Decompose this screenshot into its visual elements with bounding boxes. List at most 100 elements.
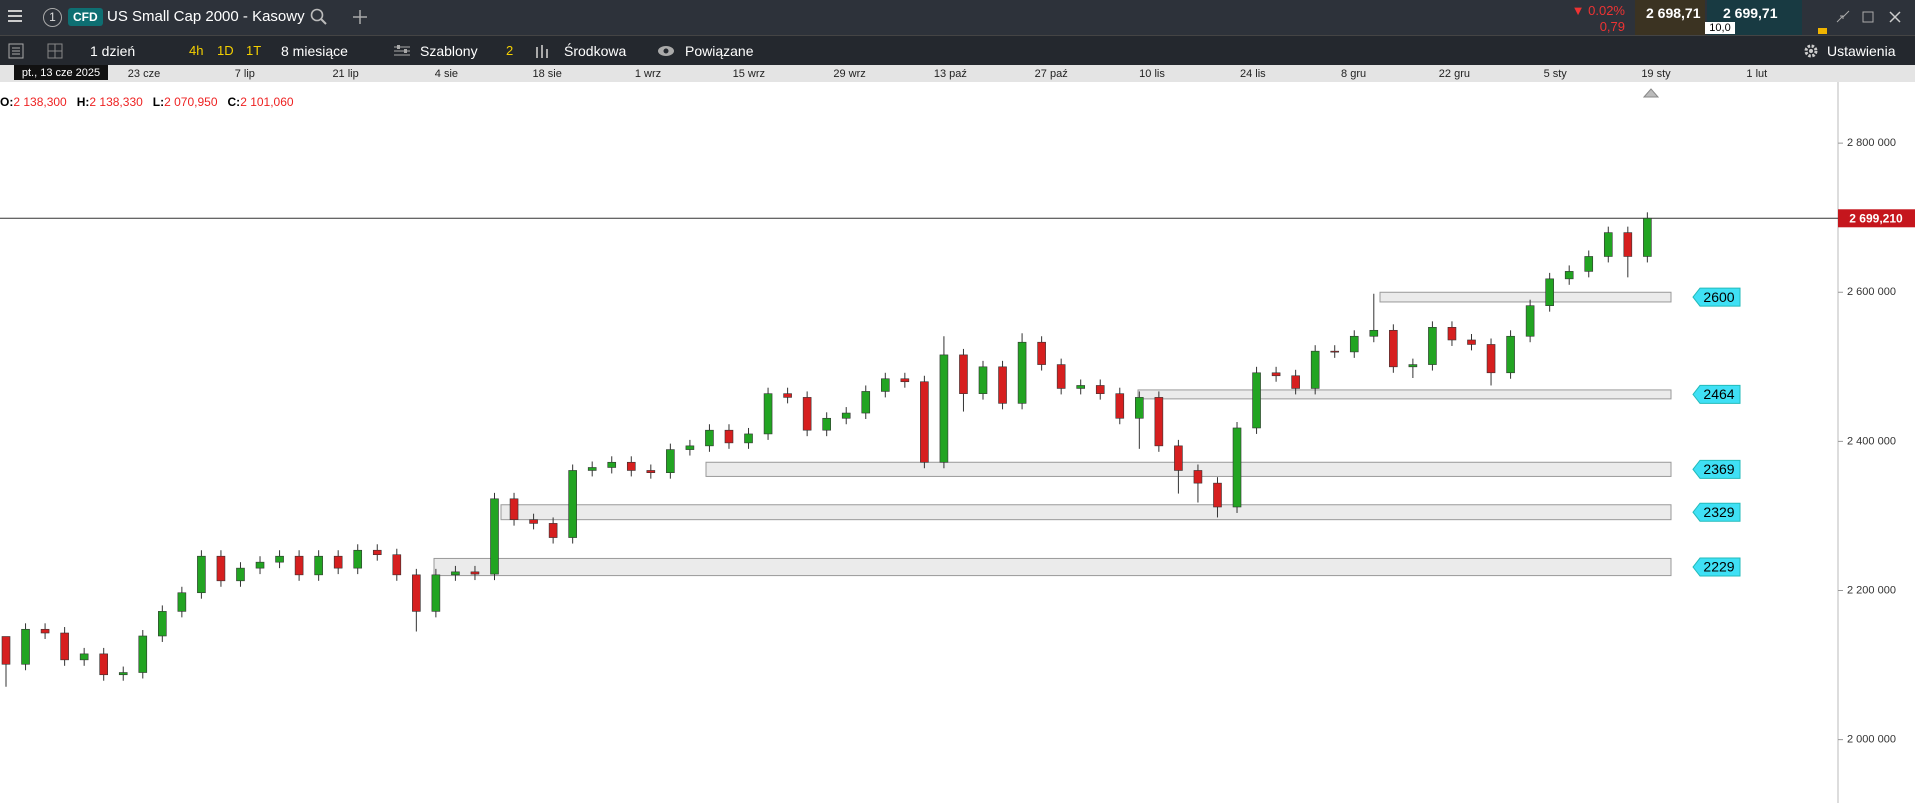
- period[interactable]: 1 dzień: [90, 43, 136, 59]
- candle-body: [40, 628, 50, 634]
- ohlc-key: O:: [0, 95, 14, 109]
- linked[interactable]: Powiązane: [685, 43, 754, 59]
- candle-body: [841, 412, 851, 419]
- candle-body: [861, 391, 871, 414]
- ohlc-key: L:: [152, 95, 165, 109]
- add-tab[interactable]: [352, 9, 368, 25]
- candle-body: [255, 561, 265, 569]
- layout-icon[interactable]: [47, 43, 63, 59]
- candle-body: [587, 467, 597, 471]
- interval[interactable]: 1D: [217, 43, 234, 58]
- zone-label-box: [1692, 557, 1741, 577]
- x-tick-label: 4 sie: [435, 68, 458, 80]
- y-tick-label: 2 000 000: [1847, 734, 1896, 746]
- candle-body: [1389, 329, 1398, 368]
- candle-body: [646, 470, 656, 473]
- layout-number[interactable]: 1: [43, 8, 62, 27]
- candle-body: [1310, 350, 1320, 389]
- candle-body: [1095, 385, 1105, 394]
- candle-body: [568, 470, 577, 538]
- zone: [433, 557, 1672, 577]
- settings[interactable]: Ustawienia: [1827, 43, 1896, 59]
- scroll-marker[interactable]: [1642, 88, 1660, 98]
- candle-body: [314, 555, 323, 576]
- bid-price[interactable]: 2 698,71: [1646, 5, 1701, 21]
- mode-icon[interactable]: [534, 43, 554, 59]
- candle-body: [978, 366, 988, 394]
- candle-body: [1115, 393, 1125, 419]
- y-tick-label: 2 800 000: [1847, 137, 1896, 149]
- instrument-title[interactable]: US Small Cap 2000 - Kasowy: [107, 8, 305, 25]
- candle-body: [1252, 372, 1261, 429]
- candle-body: [1643, 217, 1652, 257]
- ask-price[interactable]: 2 699,71: [1723, 5, 1778, 21]
- candle-body: [920, 381, 929, 463]
- candle-body: [490, 498, 499, 575]
- candle-body: [392, 554, 402, 576]
- spread: 10,0: [1705, 22, 1735, 34]
- ohlc-key: H:: [76, 95, 90, 109]
- templates[interactable]: Szablony: [420, 43, 478, 59]
- date-axis: [0, 65, 1915, 82]
- zone: [705, 461, 1672, 477]
- candle-body: [451, 571, 460, 576]
- zone-label-box: [1692, 502, 1741, 522]
- ohlc-value: 2 138,300: [13, 95, 67, 109]
- candle-body: [118, 672, 128, 676]
- candle-body: [802, 397, 812, 431]
- candle-body: [509, 498, 519, 520]
- x-tick-label: 19 sty: [1641, 68, 1671, 80]
- x-tick-label: 23 cze: [128, 68, 160, 80]
- candle-body: [880, 378, 890, 392]
- x-tick-label: 1 lut: [1746, 68, 1767, 80]
- interval[interactable]: 4h: [189, 43, 204, 58]
- zone-label: 2329: [1703, 504, 1734, 520]
- zone: [500, 504, 1672, 521]
- candle-body: [470, 571, 480, 575]
- candle-body: [783, 393, 792, 398]
- candle-body: [626, 461, 636, 471]
- candle-body: [216, 555, 226, 582]
- y-tick-label: 2 600 000: [1847, 286, 1896, 298]
- zone-label: 2229: [1703, 559, 1734, 575]
- candle-body: [79, 653, 89, 661]
- candle-body: [607, 461, 617, 468]
- candle-body: [1135, 397, 1144, 419]
- candle-body: [21, 628, 30, 665]
- settings-icon[interactable]: [1803, 43, 1819, 59]
- zone-label-box: [1692, 287, 1741, 307]
- x-tick-label: 8 gru: [1341, 68, 1366, 80]
- eye-icon[interactable]: [657, 44, 675, 58]
- candle-body: [372, 549, 382, 556]
- candle-body: [1193, 470, 1203, 484]
- search-icon[interactable]: [310, 8, 328, 26]
- candle-body: [177, 592, 187, 612]
- ohlc-key: C:: [227, 95, 241, 109]
- interval[interactable]: 1T: [246, 43, 262, 58]
- candle-body: [1408, 364, 1418, 368]
- zone: [1379, 291, 1672, 303]
- candle-body: [998, 366, 1007, 404]
- price-mode[interactable]: Środkowa: [564, 43, 627, 59]
- templates-icon[interactable]: [393, 44, 411, 58]
- range[interactable]: 8 miesiące: [281, 43, 348, 59]
- menu-icon[interactable]: [8, 10, 24, 24]
- candle-body: [744, 433, 753, 444]
- candle-body: [1467, 339, 1476, 345]
- zone-label: 2464: [1703, 386, 1734, 402]
- candle-body: [548, 523, 558, 538]
- bid-box[interactable]: [1635, 0, 1705, 35]
- window-controls[interactable]: [1835, 9, 1910, 25]
- candle-body: [705, 429, 714, 447]
- list-icon[interactable]: [8, 43, 24, 59]
- x-tick-label: 22 gru: [1439, 68, 1470, 80]
- x-tick-label: 5 sty: [1544, 68, 1568, 80]
- candle-body: [1076, 385, 1085, 389]
- candle-body: [275, 555, 284, 563]
- x-tick-label: 29 wrz: [833, 68, 865, 80]
- toolbar: 1 dzień 4h 1D 1T 8 miesiące Szablony 2 Ś…: [0, 35, 1915, 66]
- candle-body: [1564, 271, 1574, 280]
- zone-label: 2600: [1703, 289, 1734, 305]
